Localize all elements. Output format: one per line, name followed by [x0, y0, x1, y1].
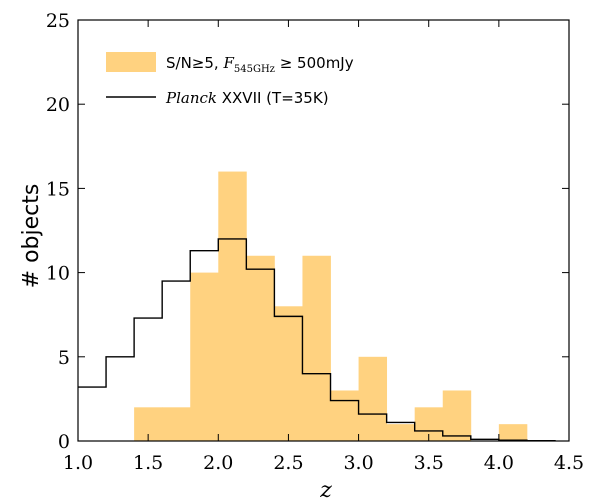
- plot-frame: [77, 19, 570, 442]
- x-axis-title: z: [319, 478, 332, 502]
- y-tick-label: 0: [58, 431, 70, 453]
- histogram-bar: [302, 255, 331, 441]
- legend: S/N≥5, F545GHz ≥ 500mJy Planck XXVII (T=…: [106, 52, 354, 107]
- legend-label-filled: S/N≥5, F545GHz ≥ 500mJy: [166, 54, 354, 75]
- legend-step-italic: Planck: [165, 89, 217, 107]
- legend-filled-suffix: ≥ 500mJy: [275, 54, 354, 72]
- histogram-bar: [386, 424, 416, 441]
- legend-step-rest: XXVII (T=35K): [217, 89, 329, 107]
- x-tick-label: 4.0: [484, 452, 514, 474]
- x-axis-ticks: 1.0 1.5 2.0 2.5 3.0 3.5 4.0 4.5: [63, 20, 584, 474]
- x-tick-label: 3.5: [414, 452, 444, 474]
- histogram-bar: [190, 272, 219, 441]
- legend-filled-var: F: [222, 54, 234, 72]
- y-tick-label: 5: [58, 347, 70, 369]
- histogram-bar: [358, 356, 388, 441]
- x-tick-label: 2.0: [203, 452, 233, 474]
- x-tick-label: 3.0: [343, 452, 373, 474]
- x-tick-label: 1.5: [133, 452, 163, 474]
- y-axis-ticks: 0 5 10 15 20 25: [46, 10, 569, 453]
- legend-filled-sub: 545GHz: [234, 64, 275, 75]
- histogram-bar: [246, 255, 275, 441]
- x-tick-label: 4.5: [554, 452, 584, 474]
- histogram-bar: [162, 407, 191, 441]
- legend-filled-prefix: S/N≥5,: [166, 54, 223, 72]
- histogram-bar: [330, 390, 359, 441]
- legend-swatch-filled: [106, 52, 156, 72]
- histogram-bar: [498, 424, 528, 441]
- step-histogram-line: [78, 238, 556, 442]
- y-tick-label: 20: [46, 94, 70, 116]
- y-axis-title: # objects: [19, 184, 44, 289]
- histogram-bar: [274, 306, 303, 441]
- y-tick-label: 10: [46, 263, 70, 285]
- histogram-bar: [218, 171, 247, 441]
- x-tick-label: 1.0: [63, 452, 93, 474]
- histogram-bar: [442, 390, 472, 441]
- legend-label-step: Planck XXVII (T=35K): [165, 89, 329, 107]
- x-tick-label: 2.5: [273, 452, 303, 474]
- filled-histogram-bars: [134, 171, 528, 441]
- y-tick-label: 25: [46, 10, 70, 32]
- y-tick-label: 15: [46, 178, 70, 200]
